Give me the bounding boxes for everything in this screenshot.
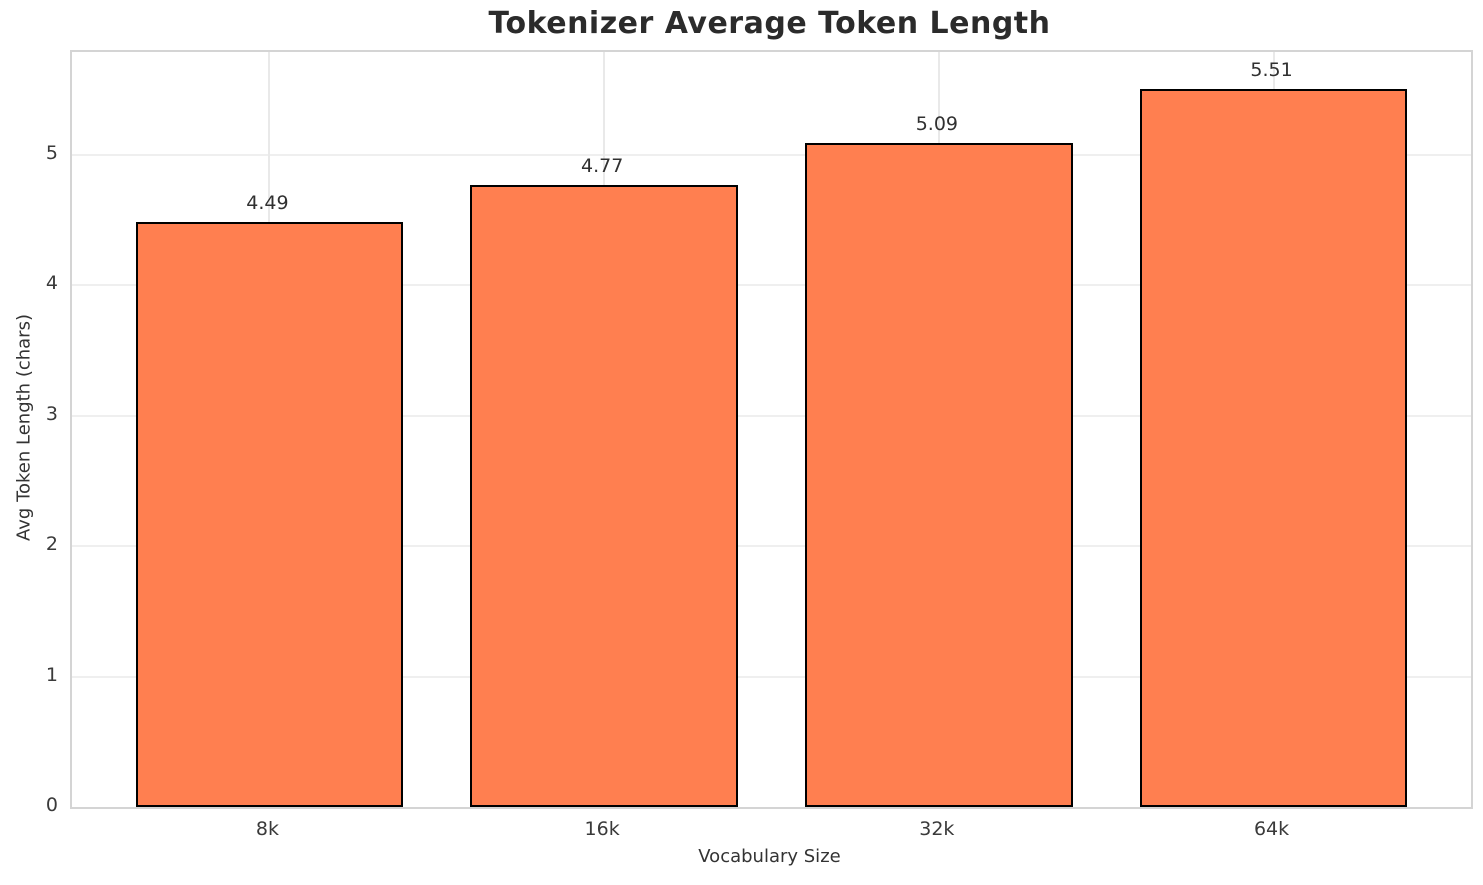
bar-value-label: 5.51 [1250, 58, 1293, 81]
y-axis-label: Avg Token Length (chars) [13, 314, 35, 541]
y-tick-label: 0 [45, 794, 58, 816]
gridline-h [72, 675, 1471, 678]
y-tick-label: 3 [45, 402, 58, 425]
gridline-h [72, 414, 1471, 417]
bar [135, 221, 404, 807]
x-tick-label: 8k [255, 818, 279, 840]
y-tick-label: 1 [45, 663, 58, 686]
x-axis-label: Vocabulary Size [698, 846, 841, 867]
y-tick-label: 5 [45, 142, 58, 164]
bar [470, 185, 739, 807]
gridline-h [72, 284, 1471, 287]
x-tick-label: 32k [919, 818, 955, 840]
chart-title: Tokenizer Average Token Length [488, 6, 1051, 41]
x-tick-label: 16k [584, 818, 620, 840]
y-tick-label: 2 [45, 533, 58, 556]
plot-area [70, 50, 1473, 809]
bar [804, 143, 1073, 807]
bar-value-label: 4.77 [580, 155, 624, 177]
gridline-h [72, 545, 1471, 548]
y-tick-label: 4 [45, 272, 58, 295]
bar-value-label: 4.49 [246, 191, 289, 214]
bar-value-label: 5.09 [915, 113, 958, 136]
x-tick-label: 64k [1253, 818, 1290, 840]
gridline-h [72, 154, 1471, 156]
bar [1139, 88, 1408, 807]
